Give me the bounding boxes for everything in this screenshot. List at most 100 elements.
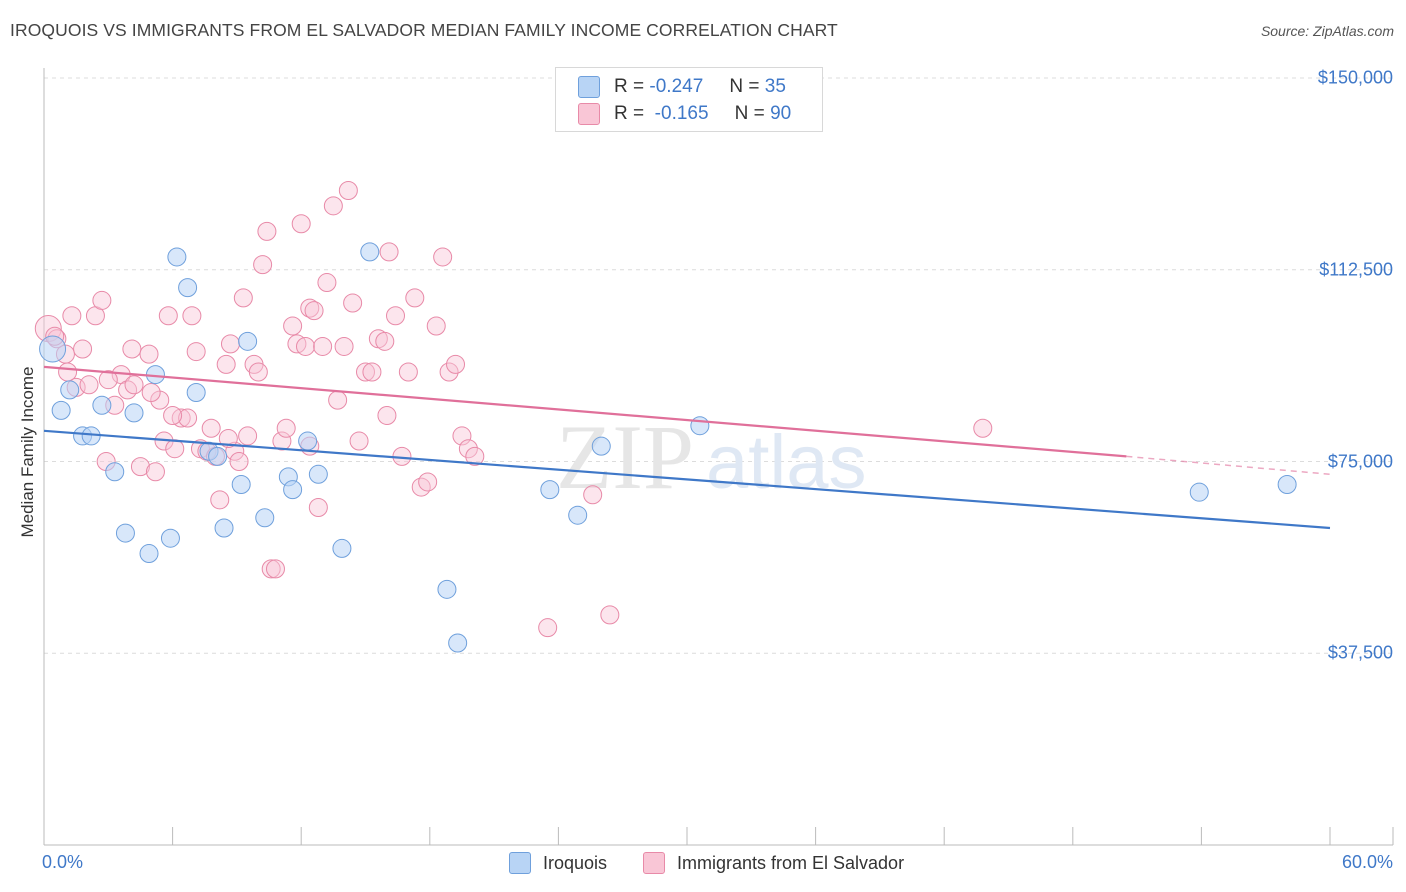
point-el-salvador [145, 462, 165, 482]
point-el-salvador [201, 418, 221, 438]
point-el-salvador [158, 306, 178, 326]
point-el-salvador [118, 380, 138, 400]
point-iroquois [332, 538, 352, 558]
point-el-salvador [122, 339, 142, 359]
watermark-zip: ZIP [556, 406, 694, 508]
y-tick-label: $150,000 [1317, 67, 1393, 88]
legend-swatch-iroquois [578, 76, 600, 98]
point-el-salvador [375, 331, 395, 351]
point-iroquois [448, 633, 468, 653]
point-iroquois [568, 505, 588, 525]
point-iroquois [92, 395, 112, 415]
point-el-salvador [163, 405, 183, 425]
point-el-salvador [98, 370, 118, 390]
point-el-salvador [377, 405, 397, 425]
source-label: Source: ZipAtlas.com [1260, 23, 1394, 39]
point-el-salvador [446, 354, 466, 374]
point-el-salvador [216, 354, 236, 374]
point-el-salvador [323, 196, 343, 216]
series-iroquois-points [39, 242, 1297, 653]
legend-n-label: N = [729, 76, 760, 97]
point-el-salvador [130, 457, 150, 477]
point-iroquois [298, 431, 318, 451]
point-el-salvador [248, 362, 268, 382]
point-el-salvador [92, 290, 112, 310]
point-el-salvador [220, 334, 240, 354]
legend-row-iroquois: R = -0.247 N = 35 [578, 74, 786, 100]
point-iroquois [238, 331, 258, 351]
series-legend: Iroquois Immigrants from El Salvador [0, 852, 1406, 878]
point-iroquois [690, 416, 710, 436]
point-el-salvador [583, 485, 603, 505]
point-iroquois [167, 247, 187, 267]
point-el-salvador [257, 221, 277, 241]
legend-r-value: -0.165 [654, 103, 709, 124]
point-el-salvador [276, 418, 296, 438]
point-iroquois [105, 462, 125, 482]
point-el-salvador [308, 498, 328, 518]
point-el-salvador [295, 336, 315, 356]
point-el-salvador [79, 375, 99, 395]
point-el-salvador [73, 339, 93, 359]
point-iroquois [231, 475, 251, 495]
legend-n-label: N = [734, 103, 765, 124]
point-el-salvador [283, 316, 303, 336]
point-iroquois [160, 528, 180, 548]
point-el-salvador [439, 362, 459, 382]
x-tick-label-min: 0.0% [42, 852, 84, 872]
point-el-salvador [225, 441, 245, 461]
point-el-salvador [313, 336, 333, 356]
legend-r-label: R = [614, 103, 645, 124]
point-el-salvador [317, 273, 337, 293]
trend-line-el-salvador [43, 365, 1127, 458]
point-el-salvador [272, 431, 292, 451]
point-iroquois [124, 403, 144, 423]
point-el-salvador [124, 375, 144, 395]
legend-r-value: -0.247 [649, 76, 704, 97]
point-el-salvador [349, 431, 369, 451]
point-iroquois [115, 523, 135, 543]
point-iroquois [1189, 482, 1209, 502]
chart-title: IROQUOIS VS IMMIGRANTS FROM EL SALVADOR … [10, 20, 838, 40]
point-el-salvador [356, 362, 375, 382]
point-el-salvador [379, 242, 399, 262]
point-el-salvador [58, 362, 78, 382]
point-iroquois [60, 380, 80, 400]
point-iroquois [1277, 475, 1297, 495]
legend-r-label: R = [614, 76, 645, 97]
point-el-salvador [233, 288, 253, 308]
y-tick-label: $112,500 [1319, 259, 1393, 280]
legend-swatch-iroquois [509, 852, 531, 874]
point-iroquois [540, 480, 560, 500]
point-el-salvador [62, 306, 82, 326]
point-el-salvador [426, 316, 446, 336]
legend-swatch-el-salvador [578, 103, 600, 125]
point-iroquois [437, 579, 457, 599]
point-el-salvador [973, 418, 993, 438]
legend-item-el-salvador[interactable]: Immigrants from El Salvador [643, 852, 904, 874]
point-el-salvador [600, 605, 620, 625]
point-el-salvador [253, 255, 273, 275]
legend-item-iroquois[interactable]: Iroquois [509, 852, 607, 874]
legend-label-iroquois: Iroquois [543, 852, 608, 873]
point-el-salvador [165, 439, 185, 459]
point-el-salvador [433, 247, 453, 267]
point-el-salvador [261, 559, 281, 579]
point-el-salvador [334, 336, 354, 356]
trend-lines [43, 365, 1331, 530]
point-iroquois [591, 436, 611, 456]
point-el-salvador [405, 288, 425, 308]
point-iroquois [51, 400, 71, 420]
point-el-salvador [182, 306, 202, 326]
point-el-salvador [186, 342, 206, 362]
point-iroquois [178, 278, 198, 298]
point-el-salvador [418, 472, 438, 492]
point-el-salvador [229, 452, 249, 471]
point-iroquois [208, 446, 228, 466]
point-el-salvador [139, 344, 159, 364]
point-el-salvador [386, 306, 406, 326]
point-iroquois [255, 508, 275, 528]
point-iroquois [139, 544, 159, 564]
point-el-salvador [362, 362, 382, 382]
trend-line-extension [1126, 455, 1331, 476]
